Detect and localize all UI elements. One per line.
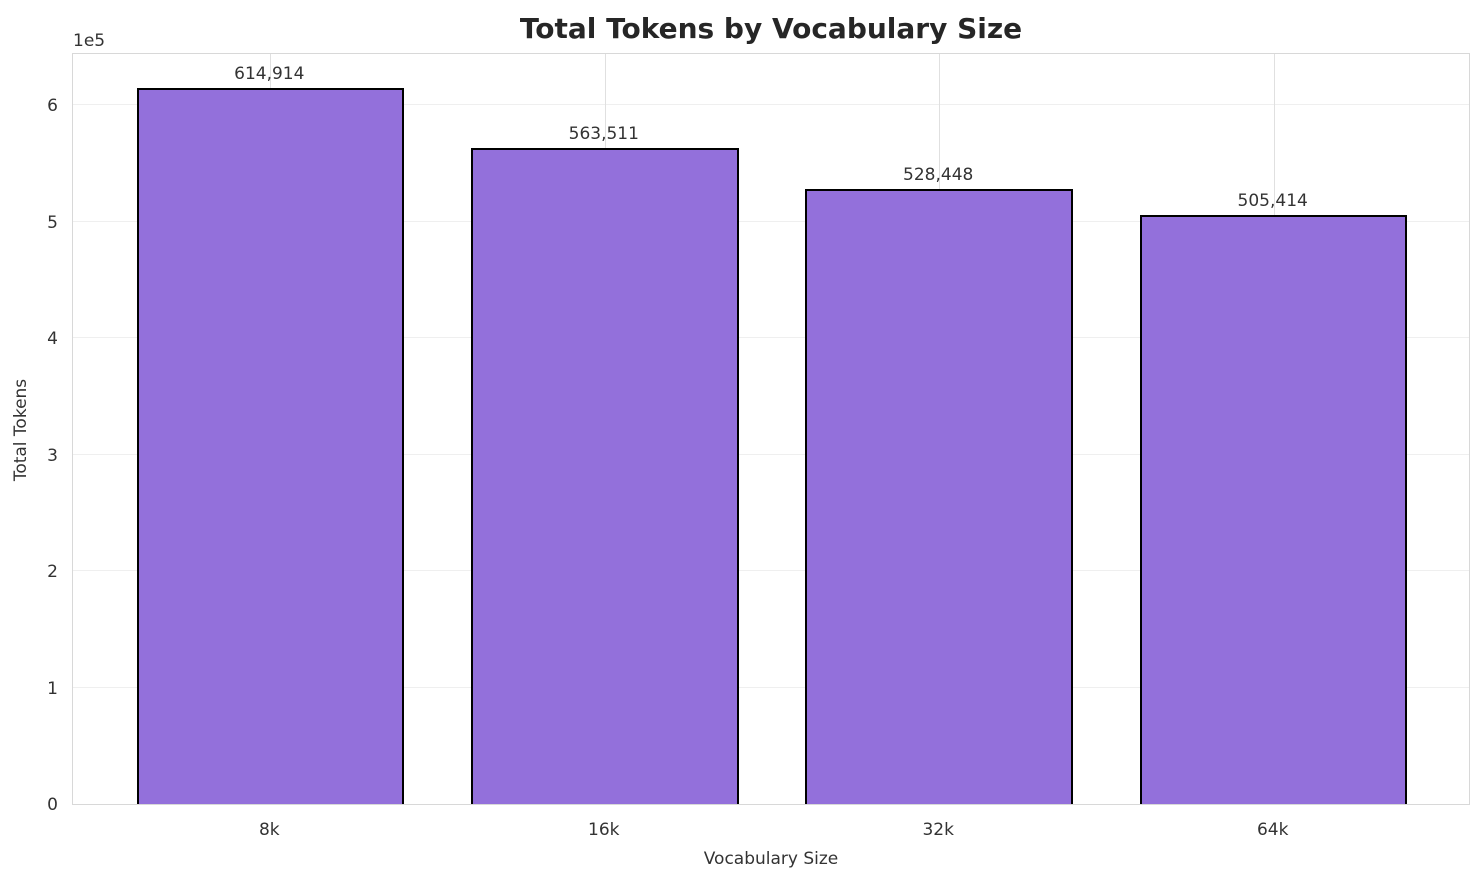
bar-32k — [805, 188, 1073, 804]
x-tick-label: 16k — [588, 820, 620, 840]
plot-area — [72, 53, 1470, 805]
y-tick-label: 2 — [47, 562, 58, 583]
bar-8k — [136, 87, 405, 804]
y-tick-label: 0 — [47, 795, 58, 815]
bar-64k — [1139, 215, 1408, 804]
horizontal-gridline — [73, 686, 1469, 688]
y-tick-label: 5 — [47, 212, 58, 233]
x-tick-label: 64k — [1256, 820, 1289, 840]
chart-title: Total Tokens by Vocabulary Size — [519, 12, 1023, 45]
horizontal-gridline — [73, 570, 1469, 572]
bar-value-label: 505,414 — [1237, 191, 1308, 212]
bar-value-label: 614,914 — [234, 63, 305, 84]
horizontal-gridline — [73, 220, 1469, 222]
bar-16k — [471, 147, 739, 804]
y-axis-offset-label: 1e5 — [73, 31, 106, 51]
horizontal-gridline — [73, 453, 1469, 455]
x-axis-label: Vocabulary Size — [703, 849, 839, 869]
x-tick-label: 8k — [258, 820, 280, 840]
x-tick-label: 32k — [922, 820, 954, 840]
horizontal-gridline — [73, 104, 1469, 106]
y-tick-label: 6 — [47, 96, 58, 117]
horizontal-gridline — [73, 337, 1469, 339]
y-tick-label: 1 — [47, 678, 58, 699]
y-tick-label: 3 — [47, 445, 58, 466]
y-tick-label: 4 — [47, 329, 58, 350]
bar-value-label: 528,448 — [903, 164, 974, 185]
bar-value-label: 563,511 — [568, 123, 639, 144]
